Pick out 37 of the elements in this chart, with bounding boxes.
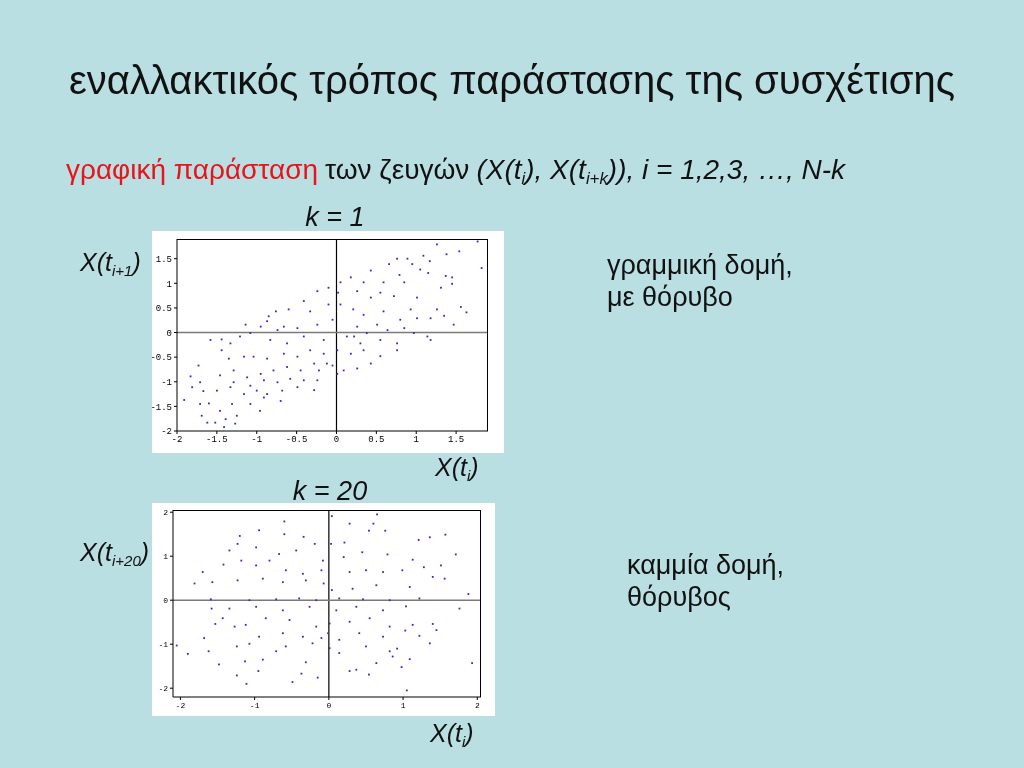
y-tick-label: 1.5: [155, 254, 172, 265]
y-tick-label: -1: [158, 640, 169, 650]
text: γραμμική δομή, με θόρυβο: [607, 249, 794, 313]
x-tick-label: 2: [474, 700, 480, 710]
text: καμμία δομή, θόρυβος: [627, 549, 786, 613]
y-tick-label: 1: [166, 279, 172, 290]
x-tick-label: 0: [333, 435, 340, 446]
y-tick-label: -2: [158, 684, 169, 694]
x-tick-label: -1.5: [206, 435, 228, 446]
x-axis-title: X(t$_{i}$): [430, 718, 474, 750]
y-tick-label: 1: [163, 552, 169, 562]
y-tick-label: -1: [161, 377, 172, 388]
x-tick-label: 0: [326, 700, 332, 710]
y-tick-label: 2: [163, 508, 169, 518]
text: γραφική παράσταση: [66, 154, 319, 185]
x-tick-label: -2: [175, 700, 186, 710]
y-tick-label: -1.5: [150, 402, 172, 413]
x-tick-label: 1: [400, 700, 406, 710]
y-tick-label: 0: [163, 596, 169, 606]
y-tick-label: -0.5: [150, 353, 172, 364]
x-tick-label: -1: [251, 435, 263, 446]
x-tick-label: 1.5: [448, 435, 465, 446]
x-tick-label: 0.5: [368, 435, 385, 446]
x-tick-label: 1: [413, 435, 419, 446]
chart-title: k = 20: [291, 476, 369, 506]
y-axis-title: X(t$_{i+1}$): [80, 247, 141, 279]
y-tick-label: 0: [166, 328, 172, 339]
chart-title: k = 1: [304, 202, 366, 232]
x-axis-title: X(t$_{i}$): [435, 452, 479, 484]
x-tick-label: -1: [249, 700, 260, 710]
x-tick-label: -0.5: [285, 435, 308, 446]
y-tick-label: 0.5: [155, 304, 172, 315]
y-axis-title: X(t$_{i+20}$): [80, 537, 150, 569]
y-tick-label: -2: [161, 427, 172, 438]
text: (X(t$_{i}$), X(t$_{i+k}$)), i = 1,2,3, …, N-k: [476, 154, 846, 189]
text: των ζευγών: [325, 154, 470, 185]
text: εναλλακτικός τρόπος παράστασης της συσχέτισης: [67, 57, 956, 103]
